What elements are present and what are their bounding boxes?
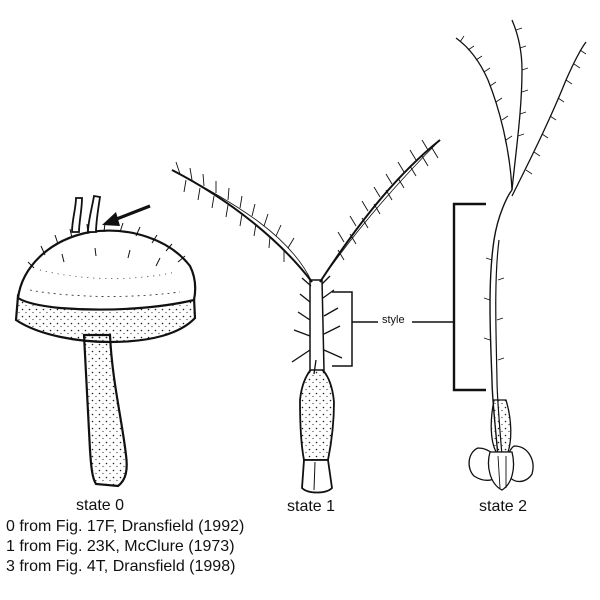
state-2-label: state 2 <box>479 498 528 515</box>
state-0-label: state 0 <box>76 497 125 514</box>
style-annotation-label: style <box>382 314 405 326</box>
state-0-drawing <box>14 194 197 488</box>
state-2-drawing <box>452 19 587 491</box>
state-1-label: state 1 <box>287 498 336 515</box>
credit-line: 3 from Fig. 4T, Dransfield (1998) <box>6 558 236 575</box>
credit-line: 0 from Fig. 17F, Dransfield (1992) <box>6 518 245 535</box>
state-1-drawing <box>171 139 441 494</box>
figure-credits: 0 from Fig. 17F, Dransfield (1992) 1 fro… <box>6 517 244 577</box>
credit-line: 1 from Fig. 23K, McClure (1973) <box>6 538 235 555</box>
